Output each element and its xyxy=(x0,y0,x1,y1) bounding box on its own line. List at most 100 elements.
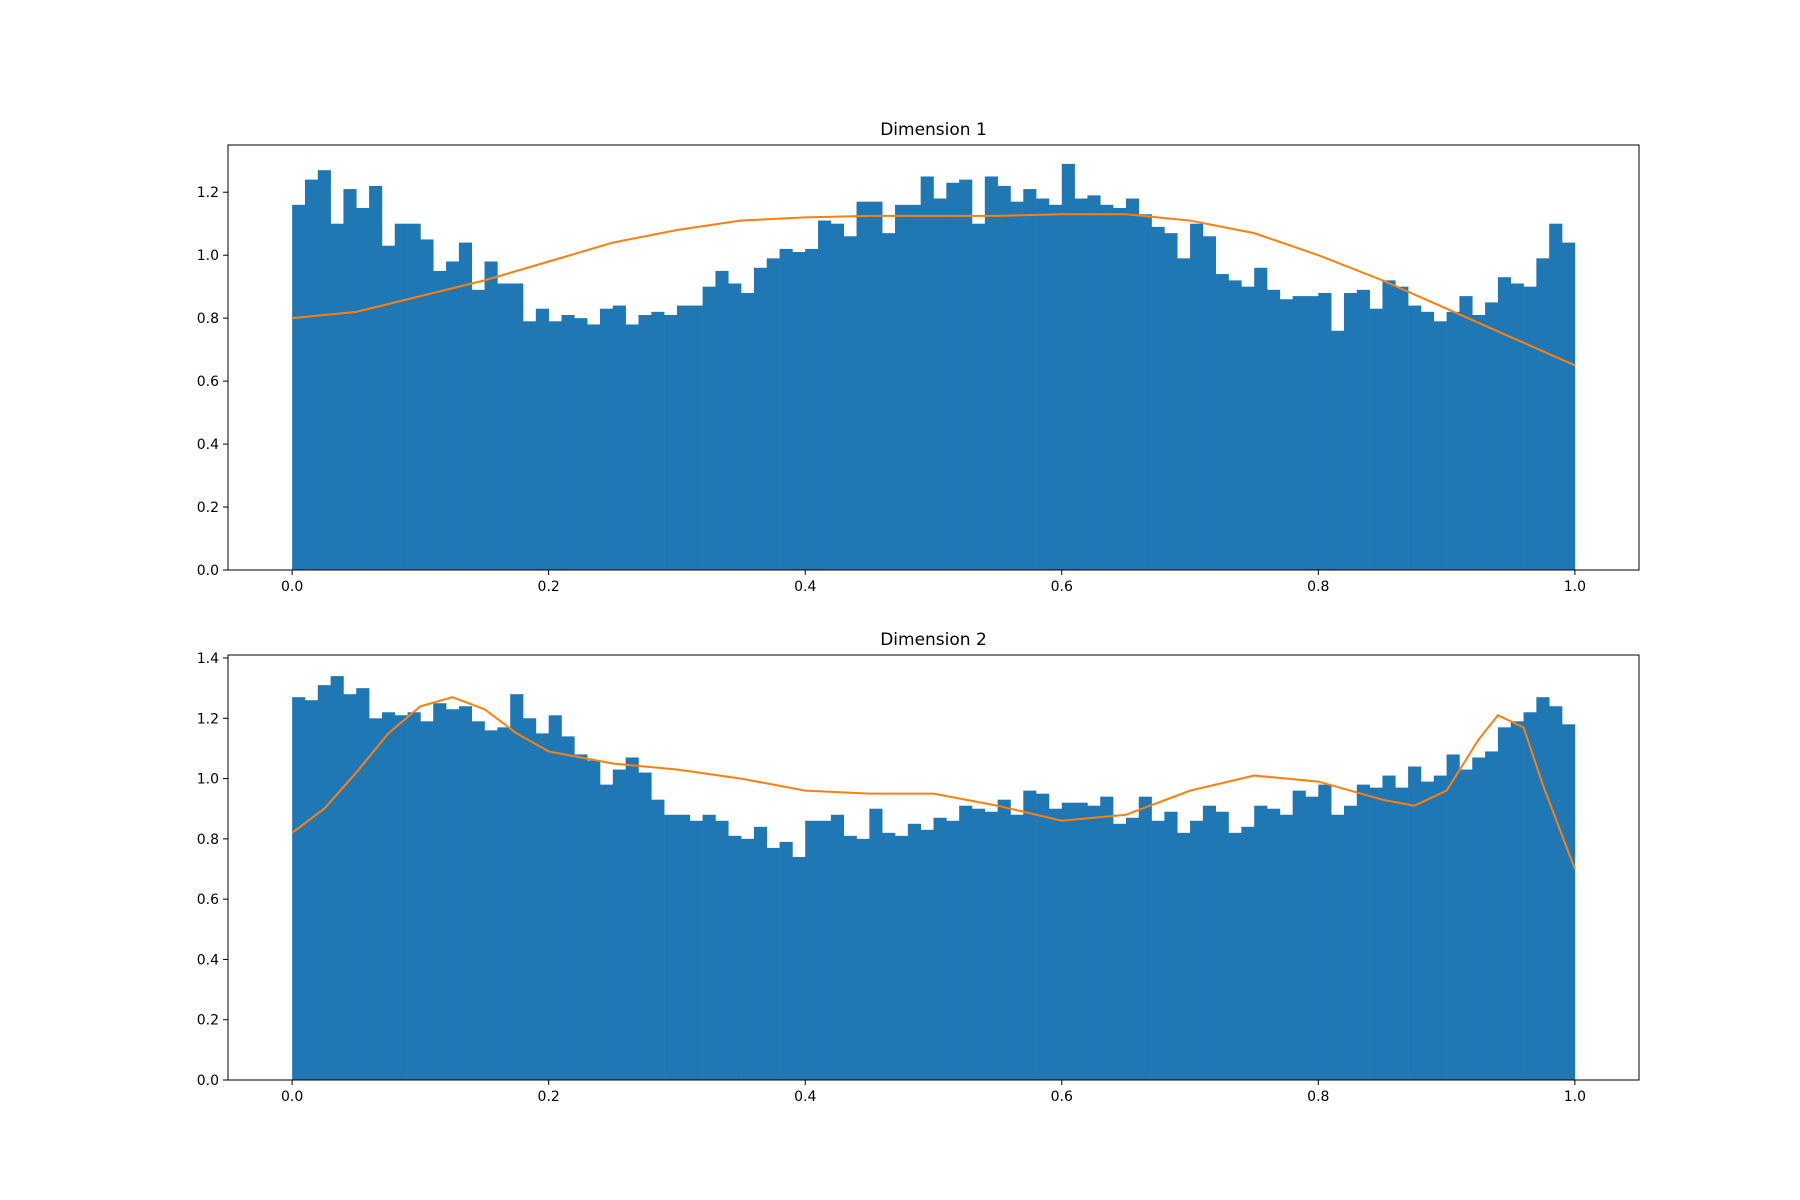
bar xyxy=(1048,204,1063,570)
bar xyxy=(548,321,562,570)
bar xyxy=(1125,817,1140,1080)
y-tick-label: 0.0 xyxy=(197,563,219,579)
bar xyxy=(1190,223,1204,570)
bar xyxy=(676,305,691,570)
bar xyxy=(1472,757,1486,1080)
bar xyxy=(715,820,729,1080)
bar xyxy=(612,769,626,1080)
bar xyxy=(1202,805,1216,1080)
bar xyxy=(1100,204,1114,570)
bar xyxy=(805,248,819,570)
x-tick-label: 0.8 xyxy=(1307,579,1329,595)
bar xyxy=(728,283,742,570)
bar xyxy=(1356,784,1370,1080)
bar xyxy=(1459,296,1473,570)
bar xyxy=(1113,207,1127,571)
bar xyxy=(933,198,947,570)
bar xyxy=(1164,811,1178,1080)
bar xyxy=(1510,721,1524,1080)
bar xyxy=(1061,163,1075,570)
bar xyxy=(689,305,703,570)
bar xyxy=(753,267,768,570)
bar xyxy=(869,201,883,570)
bar xyxy=(394,223,408,570)
y-tick-label: 1.2 xyxy=(197,185,219,201)
bar xyxy=(420,721,434,1080)
bar xyxy=(766,847,780,1080)
bar xyxy=(856,201,870,570)
bar xyxy=(317,170,331,570)
bar xyxy=(292,697,306,1080)
bar xyxy=(484,730,498,1080)
bar xyxy=(625,324,639,570)
bar xyxy=(1215,274,1229,570)
bar xyxy=(1061,802,1075,1080)
chart-title: Dimension 2 xyxy=(880,630,987,650)
bar xyxy=(1151,820,1165,1080)
bar xyxy=(510,283,524,570)
bar xyxy=(458,706,473,1080)
bar xyxy=(420,239,434,570)
bar xyxy=(407,223,421,570)
bar xyxy=(1549,223,1563,570)
bar xyxy=(779,248,793,570)
x-tick-label: 0.4 xyxy=(794,1089,816,1105)
y-tick-label: 1.0 xyxy=(197,248,219,264)
bar xyxy=(830,814,845,1080)
bar xyxy=(458,242,473,570)
bar xyxy=(779,841,793,1080)
bar xyxy=(1395,286,1409,570)
bar xyxy=(369,185,383,571)
x-tick-label: 1.0 xyxy=(1564,1089,1586,1105)
bar xyxy=(484,261,498,570)
bar xyxy=(1356,289,1370,570)
x-tick-label: 0.2 xyxy=(538,1089,560,1105)
bar xyxy=(1318,784,1332,1080)
bar xyxy=(1254,267,1268,570)
axes-frame xyxy=(227,654,1640,1081)
bar xyxy=(1138,214,1152,570)
bar xyxy=(292,204,306,570)
bar xyxy=(510,694,524,1080)
bar xyxy=(1305,796,1319,1080)
bar xyxy=(1420,781,1435,1080)
bar xyxy=(1369,308,1383,570)
bar xyxy=(664,315,678,570)
bar xyxy=(1023,189,1037,570)
bar xyxy=(561,315,575,570)
bar xyxy=(1485,751,1499,1080)
bar xyxy=(471,721,485,1080)
y-tick-label: 0.2 xyxy=(197,1013,219,1029)
bar xyxy=(497,283,511,570)
bar xyxy=(1215,811,1229,1080)
x-tick-label: 1.0 xyxy=(1564,579,1586,595)
bar xyxy=(1318,292,1332,570)
bar xyxy=(856,838,870,1080)
bar xyxy=(702,814,716,1080)
bar xyxy=(1048,808,1063,1080)
bar xyxy=(907,204,921,570)
bar xyxy=(1459,769,1473,1080)
bar xyxy=(728,835,742,1080)
chart-title: Dimension 1 xyxy=(880,120,987,140)
bar xyxy=(330,223,344,570)
bar xyxy=(1254,805,1268,1080)
bar xyxy=(1023,790,1037,1080)
bar xyxy=(651,799,665,1080)
x-tick-label: 0.8 xyxy=(1307,1089,1329,1105)
bar xyxy=(792,856,806,1080)
bar xyxy=(1010,201,1024,570)
bar xyxy=(818,220,832,571)
bar xyxy=(535,733,549,1080)
bar xyxy=(1125,198,1140,570)
bar xyxy=(920,829,934,1080)
bar xyxy=(561,736,575,1080)
x-tick-label: 0.6 xyxy=(1051,1089,1073,1105)
y-tick-label: 0.0 xyxy=(197,1073,219,1089)
bar xyxy=(997,799,1011,1080)
bar xyxy=(343,189,357,570)
bar xyxy=(612,305,626,570)
bar xyxy=(599,784,614,1080)
fit-line xyxy=(292,213,1576,367)
y-tick-label: 0.8 xyxy=(197,311,219,327)
